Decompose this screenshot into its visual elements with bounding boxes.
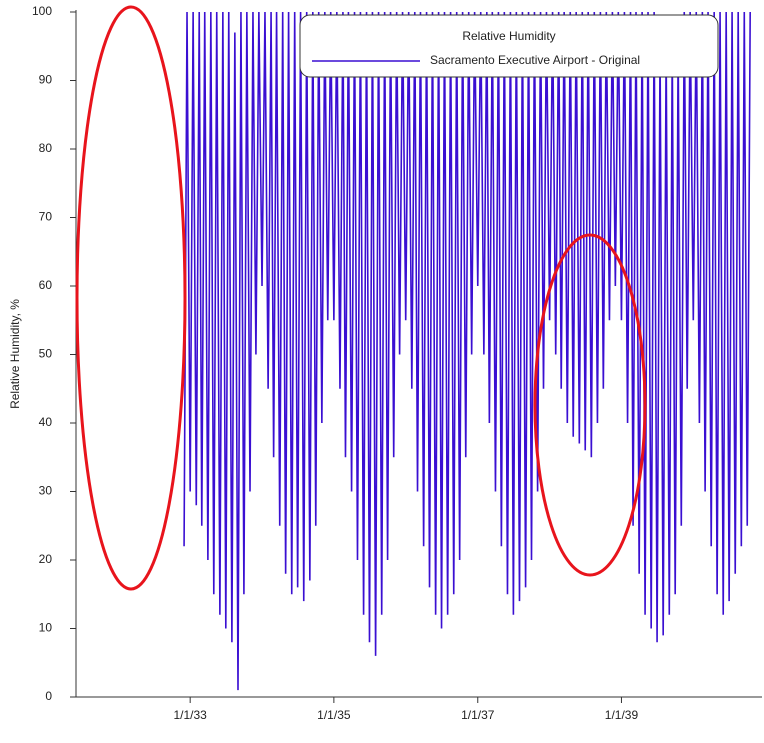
- y-tick-label: 20: [39, 552, 53, 566]
- y-tick-label: 30: [39, 484, 53, 498]
- legend-box: [299, 14, 719, 78]
- y-tick-label: 70: [39, 210, 53, 224]
- y-tick-label: 90: [39, 73, 53, 87]
- legend-label: Sacramento Executive Airport - Original: [430, 53, 640, 67]
- data-line: [183, 11, 751, 691]
- x-tick-label: 1/1/33: [173, 708, 207, 722]
- y-tick-label: 0: [45, 689, 52, 703]
- y-tick-label: 50: [39, 347, 53, 361]
- y-tick-label: 10: [39, 621, 53, 635]
- plot-area: [183, 11, 751, 691]
- x-tick-label: 1/1/37: [461, 708, 495, 722]
- highlight-ellipse: [75, 5, 187, 591]
- y-tick-label: 80: [39, 141, 53, 155]
- y-axis-label: Relative Humidity, %: [8, 299, 22, 409]
- x-tick-label: 1/1/35: [317, 708, 351, 722]
- y-tick-label: 100: [32, 4, 52, 18]
- y-tick-label: 40: [39, 415, 53, 429]
- y-tick-label: 60: [39, 278, 53, 292]
- legend: Relative Humidity Sacramento Executive A…: [299, 14, 719, 78]
- legend-title: Relative Humidity: [462, 29, 555, 43]
- highlight-ellipse: [533, 233, 647, 577]
- x-tick-label: 1/1/39: [605, 708, 639, 722]
